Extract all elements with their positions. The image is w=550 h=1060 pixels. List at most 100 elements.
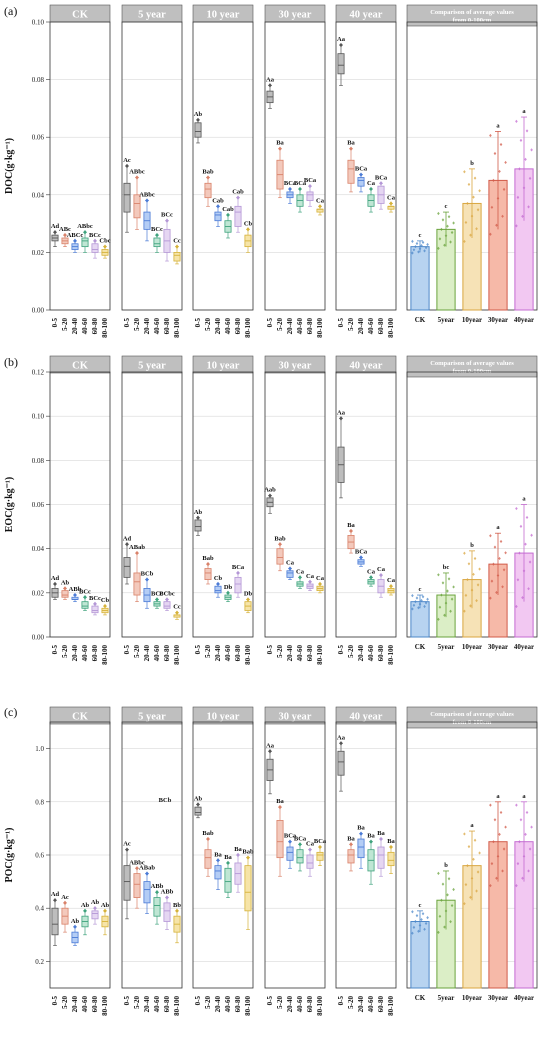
data-point xyxy=(476,208,480,212)
y-tick-label: 0.00 xyxy=(32,307,45,315)
box xyxy=(194,806,202,816)
group-header xyxy=(335,706,397,725)
depth-tick-label: 5-20 xyxy=(276,318,284,331)
significance-label: Ba xyxy=(367,833,375,840)
depth-tick-label: 5-20 xyxy=(133,318,141,331)
data-point xyxy=(498,169,501,174)
data-point xyxy=(495,223,498,227)
max-marker xyxy=(73,592,77,598)
data-point xyxy=(441,581,445,585)
max-marker xyxy=(165,597,169,602)
data-point xyxy=(466,577,469,582)
data-point xyxy=(525,810,529,815)
group-title: 40 year xyxy=(350,10,383,21)
data-point xyxy=(502,568,506,572)
data-point xyxy=(519,524,523,528)
depth-tick-label: 5-20 xyxy=(347,996,355,1009)
box-20-40: BCa xyxy=(355,549,368,567)
data-point xyxy=(498,556,501,561)
comparison-bar-CK: c CK xyxy=(410,232,430,324)
significance-label: BCbc xyxy=(159,590,175,597)
data-point xyxy=(444,909,448,913)
box-5-20: Ba xyxy=(347,835,356,872)
max-marker xyxy=(135,175,139,180)
depth-tick-label: 5-20 xyxy=(61,996,69,1009)
data-point xyxy=(447,577,451,581)
data-point xyxy=(478,851,481,855)
depth-tick-label: 40-60 xyxy=(367,318,375,335)
significance-label: Ab xyxy=(71,918,80,925)
plot-frame xyxy=(264,21,326,311)
max-marker xyxy=(165,218,169,223)
data-point xyxy=(464,593,468,597)
data-point xyxy=(420,917,423,922)
significance-label: BCa xyxy=(375,174,388,181)
data-point xyxy=(519,138,523,142)
significance-label: Cb xyxy=(101,597,110,604)
box-60-80: BCa xyxy=(375,174,388,210)
data-point xyxy=(437,573,440,577)
significance-label: BCa xyxy=(355,166,368,173)
data-point xyxy=(499,810,503,815)
box-40-60: Ba xyxy=(367,833,376,885)
significance-label: ABbc xyxy=(139,192,155,199)
data-point xyxy=(444,601,448,605)
data-point xyxy=(515,803,518,807)
box-60-80: Ca xyxy=(306,841,315,877)
data-point xyxy=(492,178,495,183)
data-point xyxy=(446,224,449,228)
data-point xyxy=(450,230,454,235)
y-tick-label: 0.2 xyxy=(35,958,44,966)
box-80-100: Ba xyxy=(387,838,396,874)
box-20-40: ABb xyxy=(69,586,82,603)
box-80-100: Ca xyxy=(387,577,396,596)
depth-tick-label: 0-5 xyxy=(51,318,59,328)
data-point xyxy=(524,157,527,161)
significance-label: Aa xyxy=(337,36,346,43)
depth-tick-label: 80-100 xyxy=(101,996,109,1016)
box-60-80: Ba xyxy=(234,846,243,893)
significance-label: Ba xyxy=(276,798,284,805)
max-marker xyxy=(155,232,159,238)
max-marker xyxy=(359,172,363,177)
significance-label: Aa xyxy=(337,734,346,741)
y-tick-label: 0.4 xyxy=(35,905,44,913)
comparison-bar-CK: c CK xyxy=(410,902,430,1002)
comparison-letter: a xyxy=(470,822,474,829)
comparison-letter: a xyxy=(496,793,500,800)
max-marker xyxy=(93,238,97,244)
comparison-title-line1: Comparison of average values xyxy=(430,9,514,16)
box-0-5: Aa xyxy=(266,76,275,109)
significance-label: Aa xyxy=(337,409,346,416)
depth-tick-label: 5-20 xyxy=(347,645,355,658)
data-point xyxy=(437,930,440,935)
box-5-20: Ba xyxy=(347,140,356,193)
data-point xyxy=(467,182,471,187)
box xyxy=(276,548,284,565)
significance-label: ABab xyxy=(139,865,155,872)
comparison-category-label: 40year xyxy=(514,994,534,1002)
depth-tick-label: 60-80 xyxy=(91,645,99,662)
comparison-bar-30year: a 30year xyxy=(488,793,508,1002)
significance-label: Ca xyxy=(367,180,376,187)
box xyxy=(123,557,131,578)
data-point xyxy=(466,864,469,868)
box xyxy=(133,572,141,596)
box xyxy=(153,237,161,248)
data-point xyxy=(415,914,419,918)
max-marker xyxy=(236,570,240,576)
box-20-40: Ba xyxy=(214,851,223,890)
data-point xyxy=(414,919,417,924)
data-point xyxy=(493,151,497,156)
box-40-60: Ca xyxy=(367,568,376,587)
max-marker xyxy=(206,175,210,180)
data-point xyxy=(421,240,425,245)
box-60-80: Ab xyxy=(91,899,100,925)
y-tick-label: 0.08 xyxy=(32,457,45,465)
depth-tick-label: 60-80 xyxy=(91,318,99,335)
max-marker xyxy=(206,836,210,842)
comparison-category-label: 5year xyxy=(438,994,455,1002)
